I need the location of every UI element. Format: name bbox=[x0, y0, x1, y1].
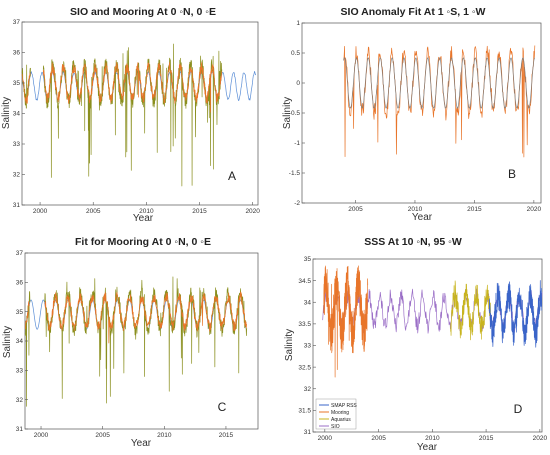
panel-c-xtick-label: 2005 bbox=[95, 432, 110, 439]
legend-sio-label: SIO bbox=[331, 424, 340, 430]
panel-a-series-fit-line bbox=[21, 62, 222, 113]
legend-aquarius-label: Aquarius bbox=[331, 417, 351, 423]
panel-b-ytick-label: 1 bbox=[296, 20, 300, 27]
panel-a-ylabel: Salinity bbox=[1, 97, 12, 129]
panel-d-legend: SMAP RSS Mooring Aquarius SIO bbox=[315, 398, 357, 430]
panel-d-series-mooring-line bbox=[323, 265, 369, 378]
panel-c-ytick-label: 31 bbox=[16, 426, 24, 433]
panel-a-xtick-label: 2010 bbox=[139, 208, 154, 215]
panel-c-ytick-label: 37 bbox=[16, 250, 24, 257]
panel-c-xlabel: Year bbox=[131, 438, 152, 449]
panel-c-ytick-label: 35 bbox=[16, 309, 24, 316]
panel-b-label: B bbox=[508, 167, 516, 181]
panel-a-xtick-label: 2005 bbox=[86, 208, 101, 215]
legend-mooring-label: Mooring bbox=[331, 410, 349, 416]
panel-c-ytick-label: 34 bbox=[16, 338, 24, 345]
panel-b-ylabel: Salinity bbox=[282, 97, 293, 129]
panel-b-ytick-label: -2 bbox=[294, 200, 300, 207]
panel-c-ticks: 2000 2005 2010 2015 31 32 33 34 35 36 37 bbox=[16, 250, 234, 439]
panel-d-xtick-label: 2000 bbox=[318, 435, 333, 442]
panel-b-series bbox=[343, 45, 536, 158]
panel-b-plot-area bbox=[301, 22, 542, 204]
panel-a-ytick-label: 37 bbox=[13, 19, 21, 26]
panel-a-ytick-label: 34 bbox=[13, 111, 21, 118]
panel-a-ytick-label: 35 bbox=[13, 80, 21, 87]
panel-a-label: A bbox=[228, 169, 236, 183]
panel-d-ylabel: Salinity bbox=[284, 329, 295, 361]
panel-a-plot-area bbox=[21, 21, 259, 206]
panel-b-ytick-label: -1.5 bbox=[289, 170, 301, 177]
panel-c-title: Fit for Mooring At 0 ◦N, 0 ◦E bbox=[75, 236, 211, 248]
panel-d-ytick-label: 33 bbox=[304, 343, 312, 350]
panel-d-series-aquarius-line bbox=[450, 280, 492, 341]
panel-d-xtick-label: 2015 bbox=[479, 435, 494, 442]
panel-d-xtick-label: 2005 bbox=[371, 435, 386, 442]
panel-b-xtick-label: 2020 bbox=[527, 206, 542, 213]
panel-b-title: SIO Anomaly Fit At 1 ◦S, 1 ◦W bbox=[341, 6, 486, 18]
panel-d-ytick-label: 32.5 bbox=[298, 364, 311, 371]
panel-a-series bbox=[21, 43, 257, 187]
panel-d-ticks: 2000 2005 2010 2015 2020 31 31.5 32 32.5 33 33.5 34… bbox=[298, 256, 547, 442]
panel-d-series bbox=[322, 265, 543, 378]
panel-d-title: SSS At 10 ◦N, 95 ◦W bbox=[364, 236, 462, 248]
panel-d-series-smap-rss-line bbox=[488, 280, 543, 348]
panel-b-series-fit-line bbox=[343, 57, 536, 109]
panel-b-ytick-label: 0 bbox=[296, 80, 300, 87]
panel-b-xlabel: Year bbox=[412, 212, 433, 223]
panel-d-xtick-label: 2010 bbox=[425, 435, 440, 442]
panel-c-ytick-label: 33 bbox=[16, 368, 24, 375]
panel-b-xtick-label: 2015 bbox=[467, 206, 482, 213]
panel-b-ticks: 2005 2010 2015 2020 -2 -1.5 -1 -0.5 0 0.5 1 bbox=[289, 20, 542, 213]
panel-b-xtick-label: 2010 bbox=[408, 206, 423, 213]
panel-d-ytick-label: 32 bbox=[304, 386, 312, 393]
panel-d-ytick-label: 31 bbox=[304, 429, 312, 436]
panel-b-ytick-label: 0.5 bbox=[291, 50, 300, 57]
panel-a-xtick-label: 2000 bbox=[33, 208, 48, 215]
panel-a-ytick-label: 36 bbox=[13, 50, 21, 57]
panel-d-xtick-label: 2020 bbox=[533, 435, 548, 442]
panel-c-xtick-label: 2015 bbox=[219, 432, 234, 439]
panel-c-series-mooring-fit-line bbox=[24, 291, 247, 344]
panel-a-ytick-label: 32 bbox=[13, 172, 21, 179]
panel-d-label: D bbox=[514, 402, 523, 416]
panel-d-ytick-label: 34.5 bbox=[298, 278, 311, 285]
panel-c-series bbox=[24, 276, 248, 407]
panel-a-xtick-label: 2020 bbox=[245, 208, 260, 215]
panel-c: Fit for Mooring At 0 ◦N, 0 ◦E 2000 2005 20… bbox=[2, 236, 259, 449]
panel-d-ytick-label: 31.5 bbox=[298, 408, 311, 415]
panel-c-ytick-label: 36 bbox=[16, 280, 24, 287]
panel-a: SIO and Mooring At 0 ◦N, 0 ◦E 2000 2005 20… bbox=[1, 6, 260, 224]
panel-c-ylabel: Salinity bbox=[2, 326, 13, 358]
panel-c-ytick-label: 32 bbox=[16, 397, 24, 404]
panel-b: SIO Anomaly Fit At 1 ◦S, 1 ◦W 2005 2010 20… bbox=[282, 6, 541, 223]
panel-b-ytick-label: -0.5 bbox=[289, 110, 301, 117]
panel-d-ytick-label: 34 bbox=[304, 299, 312, 306]
panel-d-xlabel: Year bbox=[417, 442, 438, 453]
panel-a-title: SIO and Mooring At 0 ◦N, 0 ◦E bbox=[70, 6, 216, 18]
panel-a-xtick-label: 2015 bbox=[192, 208, 207, 215]
panel-a-ytick-label: 31 bbox=[13, 202, 21, 209]
panel-a-xlabel: Year bbox=[133, 213, 154, 224]
panel-a-ticks: 2000 2005 2010 2015 2020 31 32 33 34 35 36 37 bbox=[13, 19, 261, 215]
panel-c-xtick-label: 2000 bbox=[34, 432, 49, 439]
panel-a-ytick-label: 33 bbox=[13, 141, 21, 148]
panel-d-ytick-label: 35 bbox=[304, 256, 312, 263]
panel-b-xtick-label: 2005 bbox=[348, 206, 363, 213]
panel-b-ytick-label: -1 bbox=[294, 140, 300, 147]
panel-d: SSS At 10 ◦N, 95 ◦W 2000 2005 2010 2015 2020… bbox=[284, 236, 547, 453]
panel-d-legend-box bbox=[315, 398, 357, 430]
panel-c-xtick-label: 2010 bbox=[157, 432, 172, 439]
legend-smap-rss-label: SMAP RSS bbox=[331, 403, 357, 409]
panel-d-ytick-label: 33.5 bbox=[298, 321, 311, 328]
panel-c-label: C bbox=[218, 400, 227, 414]
